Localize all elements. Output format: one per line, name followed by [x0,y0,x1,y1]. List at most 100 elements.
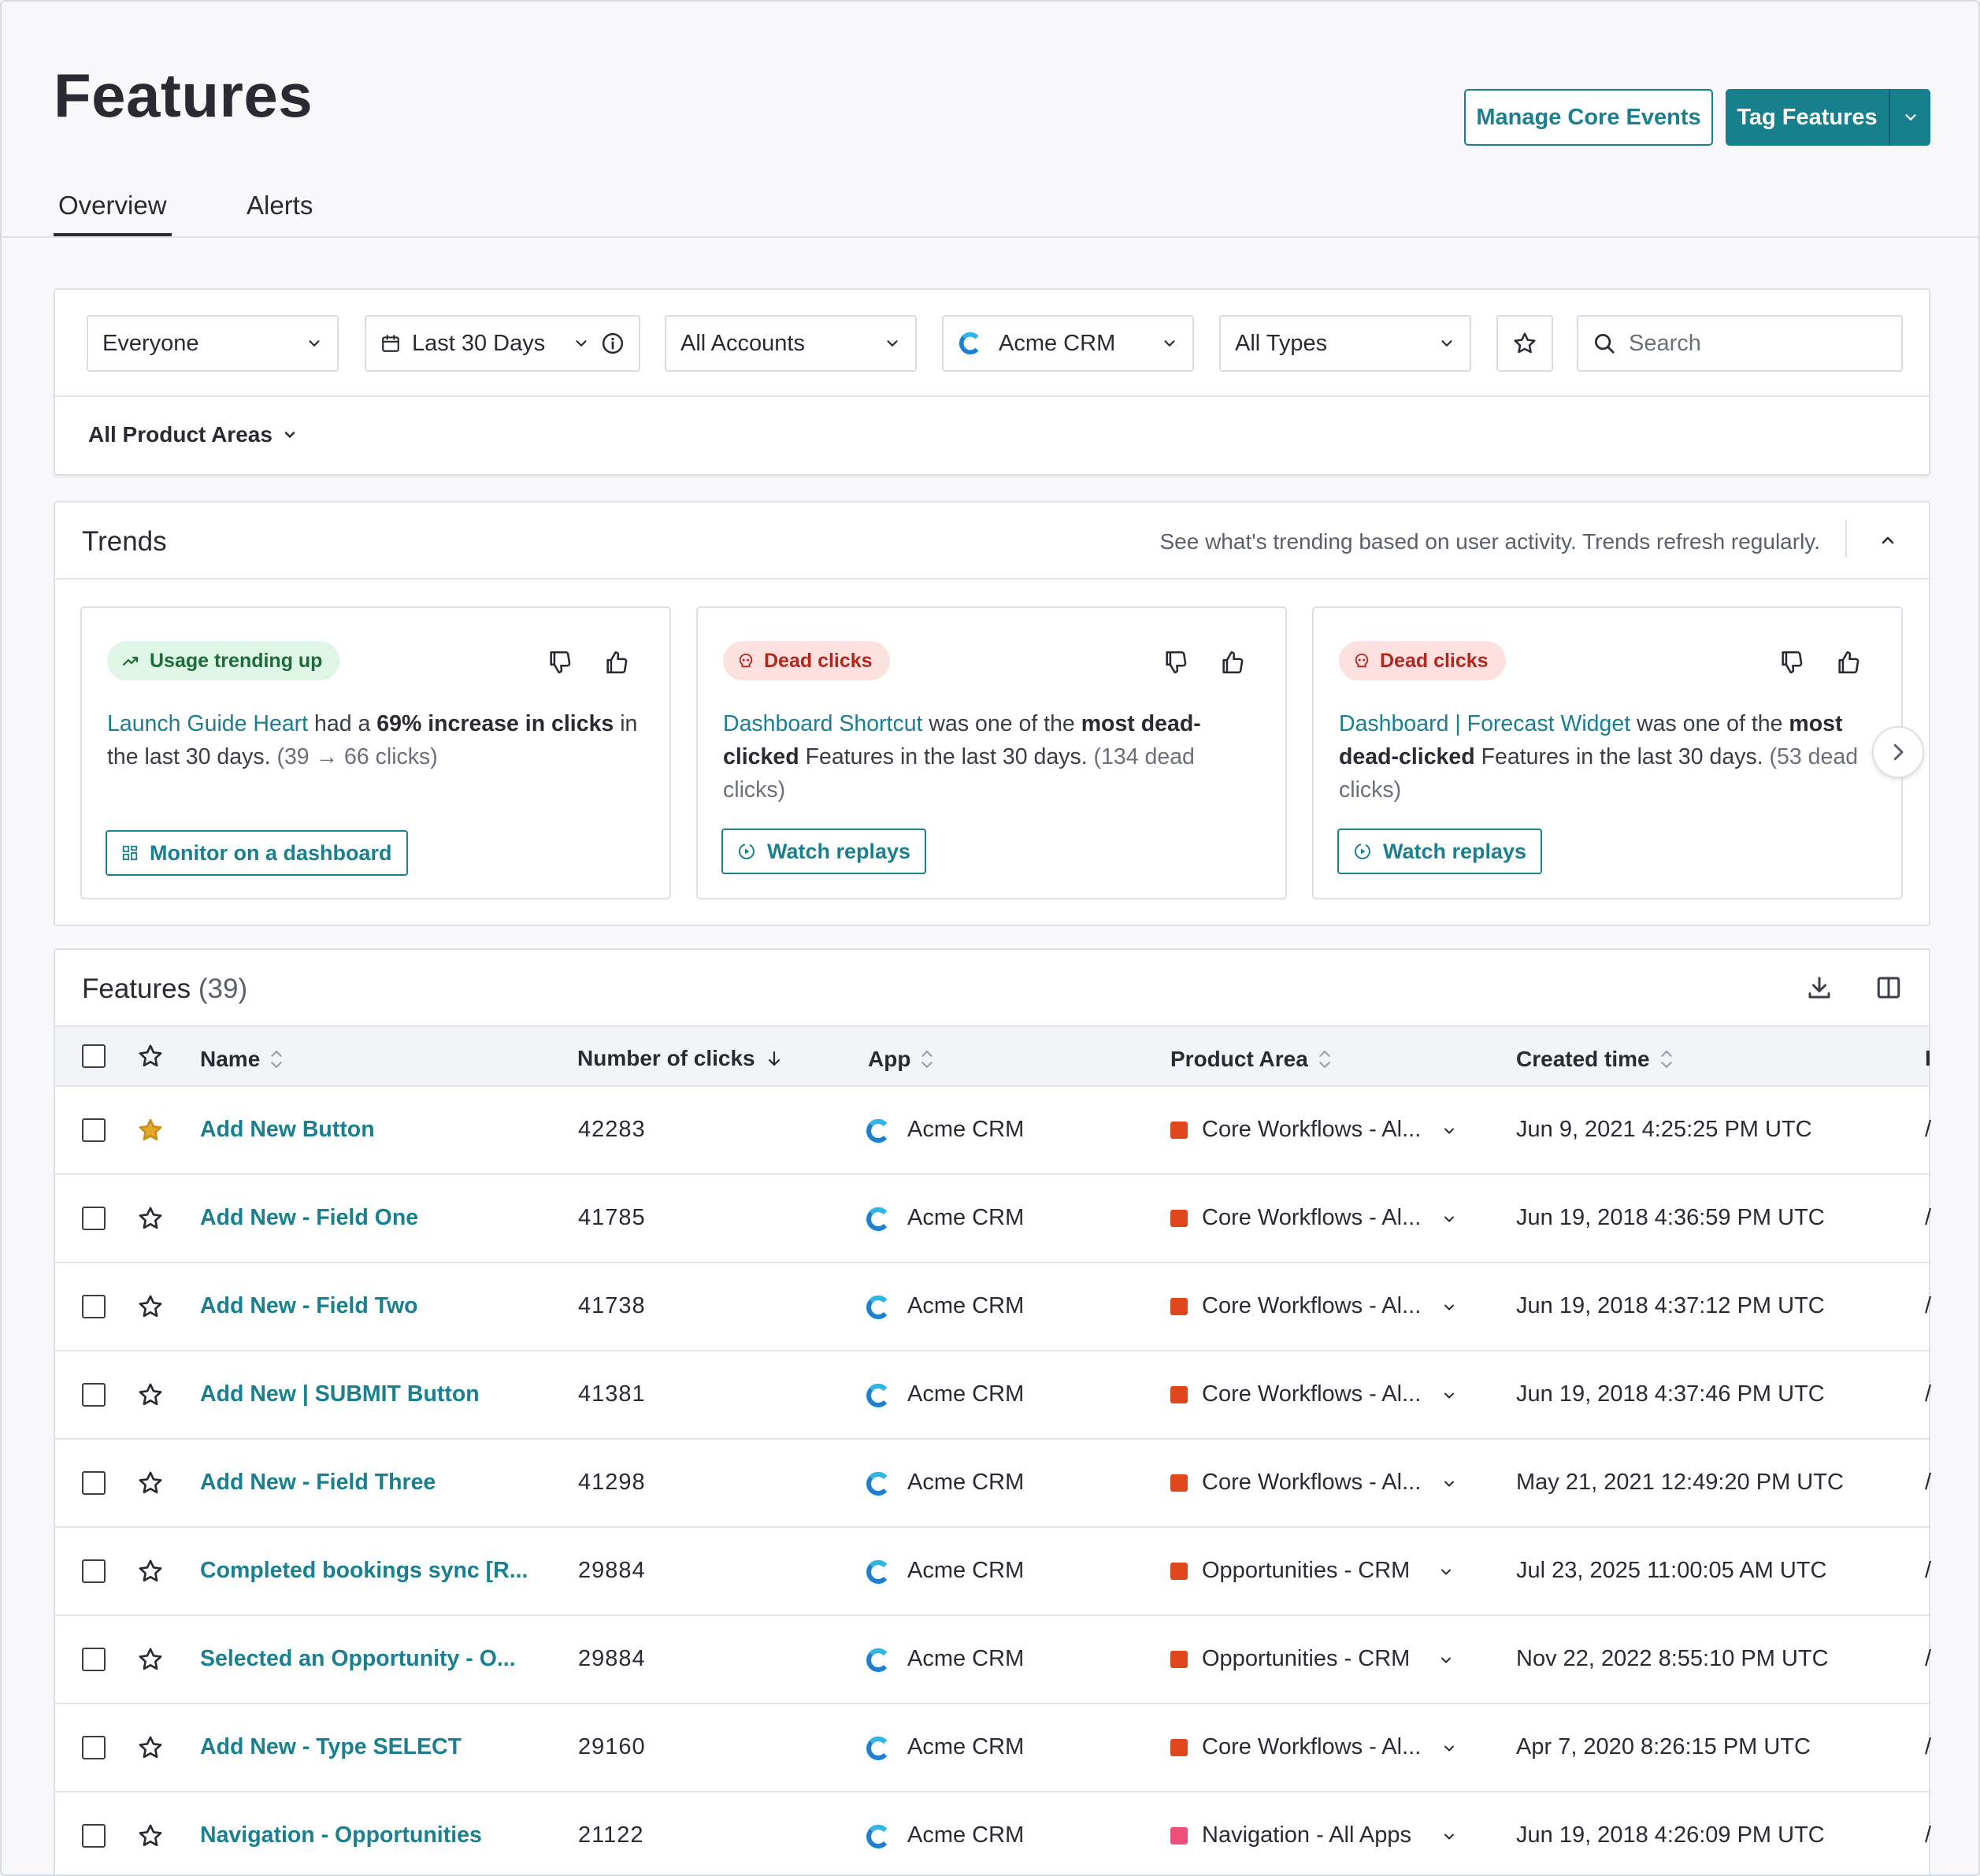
row-checkbox[interactable] [82,1824,106,1848]
star-icon[interactable] [137,1043,164,1070]
product-area-value[interactable]: Opportunities - CRM [1202,1558,1411,1583]
thumbs-up-icon[interactable] [1835,649,1862,676]
columns-icon[interactable] [1874,973,1903,1002]
star-icon[interactable] [137,1381,164,1408]
download-icon[interactable] [1805,973,1834,1002]
favorites-filter-button[interactable] [1496,315,1553,372]
feature-link[interactable]: Dashboard Shortcut [723,711,923,736]
monitor-on-dashboard-button[interactable]: Monitor on a dashboard [106,830,408,876]
chevron-down-icon[interactable] [1441,1388,1457,1403]
product-area-value[interactable]: Core Workflows - Al... [1202,1293,1422,1318]
tab-alerts[interactable]: Alerts [247,191,313,220]
feature-link[interactable]: Launch Guide Heart [107,711,309,736]
table-row[interactable]: Add New - Field Three 41298 Acme CRM Core W… [55,1440,1931,1528]
watch-replays-button[interactable]: Watch replays [721,829,927,874]
column-header-created-time[interactable]: Created time [1516,1046,1674,1073]
chevron-down-icon[interactable] [1441,1476,1457,1492]
thumbs-up-icon[interactable] [603,649,630,676]
chevron-down-icon[interactable] [1441,1741,1457,1756]
row-checkbox[interactable] [82,1736,106,1759]
table-row[interactable]: Add New - Field Two 41738 Acme CRM Core Wor… [55,1263,1931,1351]
select-all-checkbox[interactable] [82,1044,106,1068]
table-row[interactable]: Add New - Field One 41785 Acme CRM Core Wor… [55,1175,1931,1263]
row-checkbox[interactable] [82,1207,106,1230]
row-checkbox[interactable] [82,1295,106,1318]
info-icon[interactable] [601,332,625,355]
feature-name-link[interactable]: Navigation - Opportunities [200,1822,482,1848]
trends-title: Trends [82,526,167,557]
column-header-app[interactable]: App [868,1046,934,1073]
date-range-select[interactable]: Last 30 Days [365,315,640,372]
row-checkbox[interactable] [82,1118,106,1142]
star-icon[interactable] [137,1734,164,1761]
product-area-value[interactable]: Core Workflows - Al... [1202,1117,1422,1142]
chevron-down-icon[interactable] [1441,1829,1457,1844]
chevron-down-icon[interactable] [1438,1652,1454,1668]
segment-select[interactable]: Everyone [87,315,339,372]
product-area-value[interactable]: Core Workflows - Al... [1202,1470,1422,1495]
product-area-value[interactable]: Core Workflows - Al... [1202,1205,1422,1230]
manage-core-events-button[interactable]: Manage Core Events [1464,89,1713,146]
star-icon[interactable] [137,1558,164,1585]
thumbs-up-icon[interactable] [1219,649,1246,676]
table-row[interactable]: Add New Button 42283 Acme CRM Core Workflow… [55,1087,1931,1175]
feature-name-link[interactable]: Add New | SUBMIT Button [200,1381,480,1407]
tag-features-button[interactable]: Tag Features [1737,104,1878,130]
star-icon[interactable] [137,1205,164,1232]
tag-features-menu-button[interactable] [1889,89,1930,146]
feature-name-link[interactable]: Add New - Field Three [200,1470,436,1495]
feature-name-link[interactable]: Add New - Field One [200,1205,419,1230]
trends-next-button[interactable] [1872,726,1924,778]
tag-features-split-button: Tag Features [1726,89,1930,146]
watch-replays-button[interactable]: Watch replays [1337,829,1543,874]
product-area-value[interactable]: Core Workflows - Al... [1202,1381,1422,1407]
product-area-value[interactable]: Core Workflows - Al... [1202,1734,1422,1759]
star-icon[interactable] [137,1117,164,1144]
chevron-down-icon[interactable] [1438,1564,1454,1580]
product-area-value[interactable]: Opportunities - CRM [1202,1646,1411,1671]
table-row[interactable]: Navigation - Opportunities 21122 Acme CRM N… [55,1793,1931,1874]
types-select[interactable]: All Types [1219,315,1471,372]
feature-name-link[interactable]: Add New - Type SELECT [200,1734,462,1759]
app-select[interactable]: Acme CRM [942,315,1194,372]
table-row[interactable]: Completed bookings sync [R... 29884 Acme C… [55,1528,1931,1616]
feature-name-link[interactable]: Selected an Opportunity - O... [200,1646,516,1671]
column-header-product-area[interactable]: Product Area [1170,1046,1332,1073]
row-checkbox[interactable] [82,1648,106,1671]
feature-name-link[interactable]: Completed bookings sync [R... [200,1558,528,1583]
star-icon[interactable] [137,1646,164,1673]
chevron-down-icon [309,340,320,347]
column-header-name[interactable]: Name [200,1046,284,1073]
product-area-value[interactable]: Navigation - All Apps [1202,1822,1411,1848]
accounts-select[interactable]: All Accounts [665,315,917,372]
chevron-down-icon[interactable] [1441,1299,1457,1315]
star-icon[interactable] [137,1293,164,1320]
feature-name-link[interactable]: Add New Button [200,1117,375,1142]
table-row[interactable]: Selected an Opportunity - O... 29884 Acme … [55,1616,1931,1704]
row-checkbox[interactable] [82,1559,106,1583]
thumbs-down-icon[interactable] [1162,649,1189,676]
trend-card-text: Dashboard Shortcut was one of the most d… [723,707,1259,806]
trend-stat: (53 dead clicks) [1339,744,1859,803]
row-checkbox[interactable] [82,1383,106,1407]
row-checkbox[interactable] [82,1471,106,1495]
star-icon[interactable] [137,1822,164,1849]
thumbs-down-icon[interactable] [1778,649,1805,676]
feature-link[interactable]: Dashboard | Forecast Widget [1339,711,1631,736]
table-row[interactable]: Add New | SUBMIT Button 41381 Acme CRM Core… [55,1351,1931,1440]
product-area-color [1170,1563,1188,1580]
search-input[interactable]: Search [1577,315,1903,372]
tab-overview[interactable]: Overview [54,191,172,237]
feature-name-link[interactable]: Add New - Field Two [200,1293,418,1318]
thumbs-down-icon[interactable] [547,649,573,676]
chevron-down-icon [284,432,295,438]
badge-label: Dead clicks [764,649,873,672]
chevron-up-icon[interactable] [1878,531,1897,550]
column-header-clicks[interactable]: Number of clicks [577,1046,784,1071]
product-areas-dropdown[interactable]: All Product Areas [88,422,298,447]
trend-card-text: Dashboard | Forecast Widget was one of t… [1339,707,1874,806]
star-icon[interactable] [137,1470,164,1496]
table-row[interactable]: Add New - Type SELECT 29160 Acme CRM Core W… [55,1704,1931,1793]
chevron-down-icon[interactable] [1441,1123,1457,1139]
chevron-down-icon[interactable] [1441,1211,1457,1227]
